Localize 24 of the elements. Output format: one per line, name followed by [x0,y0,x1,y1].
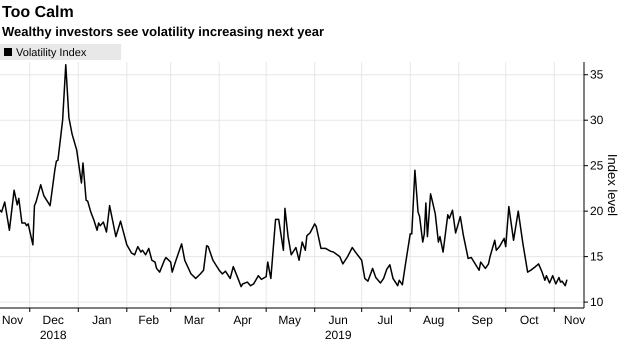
x-tick-label: Sep [472,313,494,327]
chart-title: Too Calm [2,4,74,21]
x-tick-label: Feb [138,313,160,327]
x-tick-label: Mar [184,313,204,327]
y-tick-label: 20 [590,204,604,218]
y-tick-label: 10 [590,295,604,310]
x-tick-label: Aug [423,313,444,327]
legend-label: Volatility Index [16,47,87,59]
y-tick-label: 25 [590,158,604,173]
x-tick-label: Nov [564,313,586,327]
y-axis-title: Index level [605,154,620,216]
y-tick-label: 30 [590,113,604,128]
line-series [0,64,568,288]
y-tick-label: 35 [590,68,604,82]
x-tick-label: May [278,313,301,327]
chart-subtitle: Wealthy investors see volatility increasing next year [2,24,324,39]
x-tick-label: Jun 2019 [324,313,352,342]
x-tick-label: Nov [2,313,24,327]
x-tick-label: Apr [233,313,252,327]
x-tick-label: Jan [92,313,112,327]
y-tick-label: 15 [590,250,604,264]
x-tick-label: Dec 2018 [40,313,67,342]
x-tick-label: Oct [520,313,540,327]
x-tick-label: Jul [377,313,393,327]
